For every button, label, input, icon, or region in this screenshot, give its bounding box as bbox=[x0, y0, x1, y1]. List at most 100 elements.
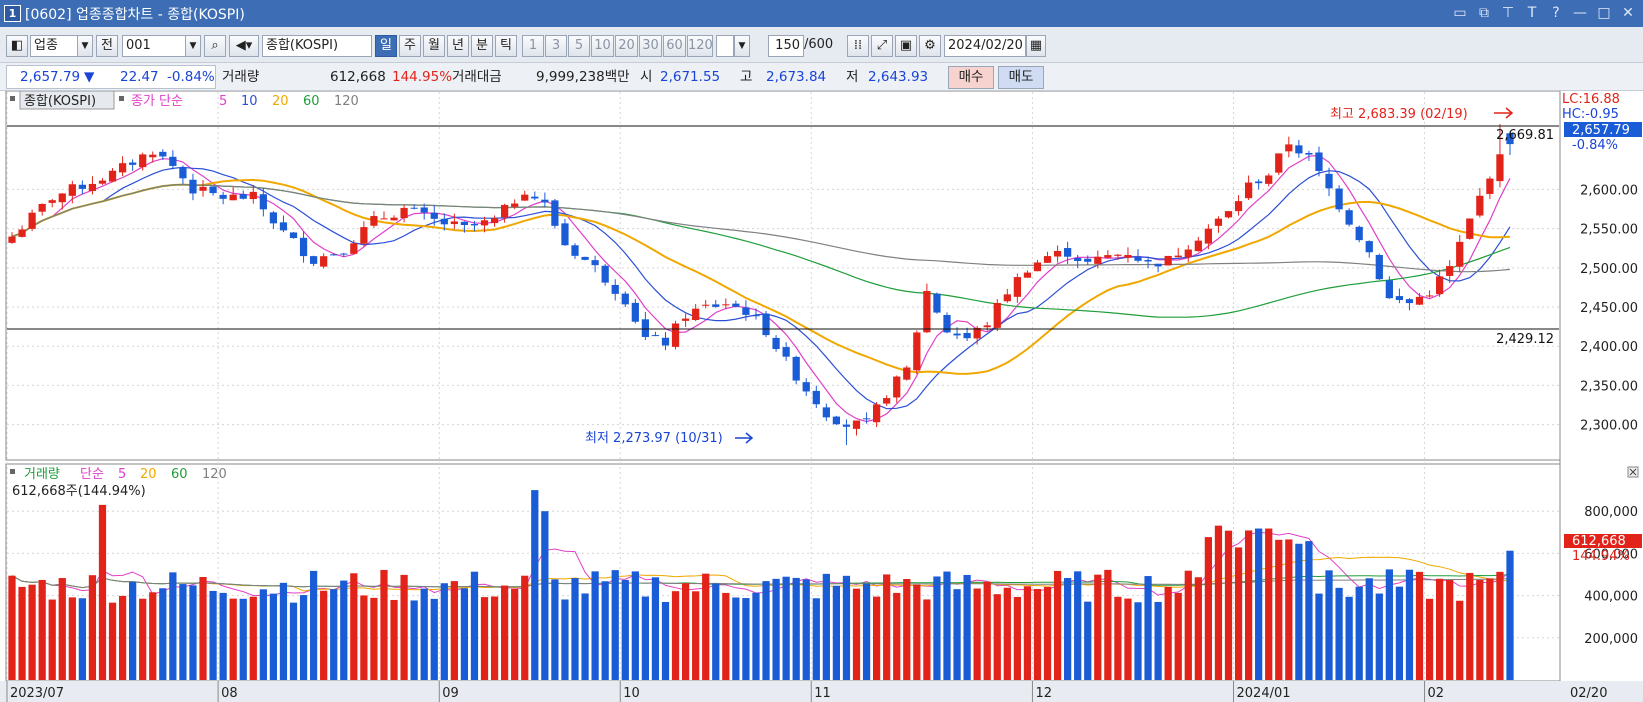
gear-icon[interactable]: ⚙ bbox=[919, 35, 941, 57]
volume-bar bbox=[852, 588, 861, 680]
all-button[interactable]: 전 bbox=[96, 35, 118, 57]
volume-bar bbox=[732, 597, 740, 680]
category-select[interactable]: 업종 bbox=[30, 35, 78, 57]
volume-bar bbox=[883, 574, 891, 680]
minimize-icon[interactable]: — bbox=[1573, 5, 1587, 21]
volume-bar bbox=[842, 575, 851, 680]
candle-body bbox=[893, 376, 901, 398]
line-tool-icon[interactable]: ⤢ bbox=[871, 35, 893, 57]
count-input[interactable]: 150 bbox=[768, 35, 804, 57]
interval-input[interactable] bbox=[716, 35, 734, 57]
volume-bar bbox=[752, 592, 760, 680]
interval-30-button[interactable]: 30 bbox=[639, 35, 662, 57]
pin-icon[interactable]: ⊤ bbox=[1501, 5, 1515, 21]
interval-5-button[interactable]: 5 bbox=[568, 35, 590, 57]
interval-10-button[interactable]: 10 bbox=[591, 35, 614, 57]
candle-body bbox=[561, 223, 569, 246]
volume-bar bbox=[1104, 569, 1112, 680]
chart-tools-icon[interactable]: ⁞⁞ bbox=[847, 35, 869, 57]
period-1-button[interactable]: 주 bbox=[399, 35, 421, 57]
volume-bar bbox=[832, 585, 841, 680]
volume-pct: 144.95% bbox=[392, 69, 453, 85]
candle-body bbox=[1395, 296, 1404, 301]
volume-bar bbox=[641, 596, 650, 680]
price-y-ticks: 2,600.00 2,550.00 2,500.00 2,450.00 2,400.00… bbox=[1580, 183, 1638, 433]
sell-button[interactable]: 매도 bbox=[998, 66, 1044, 89]
candle-body bbox=[118, 163, 127, 173]
volume-bar bbox=[893, 592, 901, 680]
buy-button[interactable]: 매수 bbox=[948, 66, 994, 89]
volume-bar bbox=[1124, 598, 1132, 680]
volume-bar bbox=[8, 575, 16, 680]
speaker-icon[interactable]: ◀▾ bbox=[229, 35, 259, 57]
volume-y-tick: 400,000 bbox=[1584, 590, 1638, 605]
volume-bar bbox=[1486, 578, 1494, 680]
text-icon[interactable]: T bbox=[1527, 5, 1537, 21]
volume-current-pct-text: 144.94% bbox=[1572, 549, 1630, 564]
code-dropdown-icon[interactable]: ▼ bbox=[185, 35, 201, 57]
restore-icon[interactable]: ⧉ bbox=[1479, 5, 1489, 21]
volume-bar bbox=[1043, 586, 1052, 680]
candle-body bbox=[1255, 181, 1263, 184]
interval-120-button[interactable]: 120 bbox=[687, 35, 713, 57]
interval-20-button[interactable]: 20 bbox=[615, 35, 638, 57]
volume-bar bbox=[1234, 547, 1243, 680]
layout-icon[interactable]: ▭ bbox=[1453, 5, 1467, 21]
app-icon[interactable]: 1 bbox=[4, 5, 21, 22]
x-axis-labels: 2023/07 08 09 10 11 12 2024/01 02 bbox=[6, 681, 1444, 702]
volume-bar bbox=[229, 598, 237, 680]
volume-bar bbox=[913, 584, 921, 680]
volume-bar bbox=[1415, 571, 1424, 680]
legend-name-box[interactable] bbox=[19, 91, 115, 110]
stock-chart[interactable]: 2,600.00 2,550.00 2,500.00 2,450.00 2,400.00… bbox=[0, 91, 1643, 702]
candle-body bbox=[1385, 280, 1393, 299]
code-input[interactable]: 001 bbox=[122, 35, 186, 57]
volume-bar bbox=[58, 578, 66, 680]
volume-bar bbox=[139, 598, 147, 680]
x-axis-label: 10 bbox=[623, 686, 640, 701]
period-2-button[interactable]: 월 bbox=[423, 35, 445, 57]
period-5-button[interactable]: 틱 bbox=[495, 35, 517, 57]
volume-bar bbox=[129, 581, 137, 680]
candle-body bbox=[309, 256, 318, 264]
volume-bar bbox=[993, 594, 1001, 680]
candle-body bbox=[511, 203, 519, 207]
volume-bar bbox=[651, 577, 660, 680]
save-icon[interactable]: ▣ bbox=[895, 35, 917, 57]
volume-bar bbox=[88, 575, 97, 680]
period-3-button[interactable]: 년 bbox=[447, 35, 469, 57]
interval-1-button[interactable]: 1 bbox=[522, 35, 544, 57]
candle-body bbox=[802, 382, 810, 392]
period-0-button[interactable]: 일 bbox=[375, 35, 397, 57]
index-name-field[interactable]: 종합(KOSPI) bbox=[262, 35, 372, 57]
volume-readout: 612,668주(144.94%) bbox=[12, 484, 146, 499]
date-input[interactable]: 2024/02/20 bbox=[944, 35, 1026, 57]
volume-y-tick: 800,000 bbox=[1584, 505, 1638, 520]
volume-bar bbox=[219, 592, 227, 680]
volume-bar bbox=[98, 504, 107, 680]
search-icon[interactable]: ⌕ bbox=[204, 35, 226, 57]
volume-y-ticks: 800,000 600,000 400,000 200,000 bbox=[1584, 505, 1638, 647]
volume-bar bbox=[1456, 600, 1464, 680]
candle-body bbox=[48, 200, 56, 203]
chart-layout-icon[interactable]: ◧ bbox=[6, 35, 28, 57]
interval-3-button[interactable]: 3 bbox=[545, 35, 567, 57]
volume-bar bbox=[1244, 530, 1253, 680]
volume-bar bbox=[812, 598, 820, 680]
calendar-icon[interactable]: ▦ bbox=[1026, 35, 1046, 57]
chevron-down-icon[interactable]: ▼ bbox=[77, 35, 93, 57]
volume-bar bbox=[712, 583, 720, 680]
volume-bar bbox=[299, 595, 308, 680]
maximize-icon[interactable]: □ bbox=[1597, 5, 1611, 21]
help-icon[interactable]: ? bbox=[1552, 5, 1560, 21]
candle-body bbox=[1134, 256, 1142, 261]
volume-bar bbox=[1345, 596, 1353, 680]
interval-60-button[interactable]: 60 bbox=[663, 35, 686, 57]
volume-bar bbox=[400, 574, 408, 680]
close-icon[interactable]: ✕ bbox=[1622, 5, 1634, 21]
volume-bar bbox=[581, 593, 589, 680]
interval-dropdown-icon[interactable]: ▼ bbox=[734, 35, 750, 57]
period-4-button[interactable]: 분 bbox=[471, 35, 493, 57]
volume-bar bbox=[1446, 580, 1454, 680]
volume-bars bbox=[8, 490, 1514, 680]
